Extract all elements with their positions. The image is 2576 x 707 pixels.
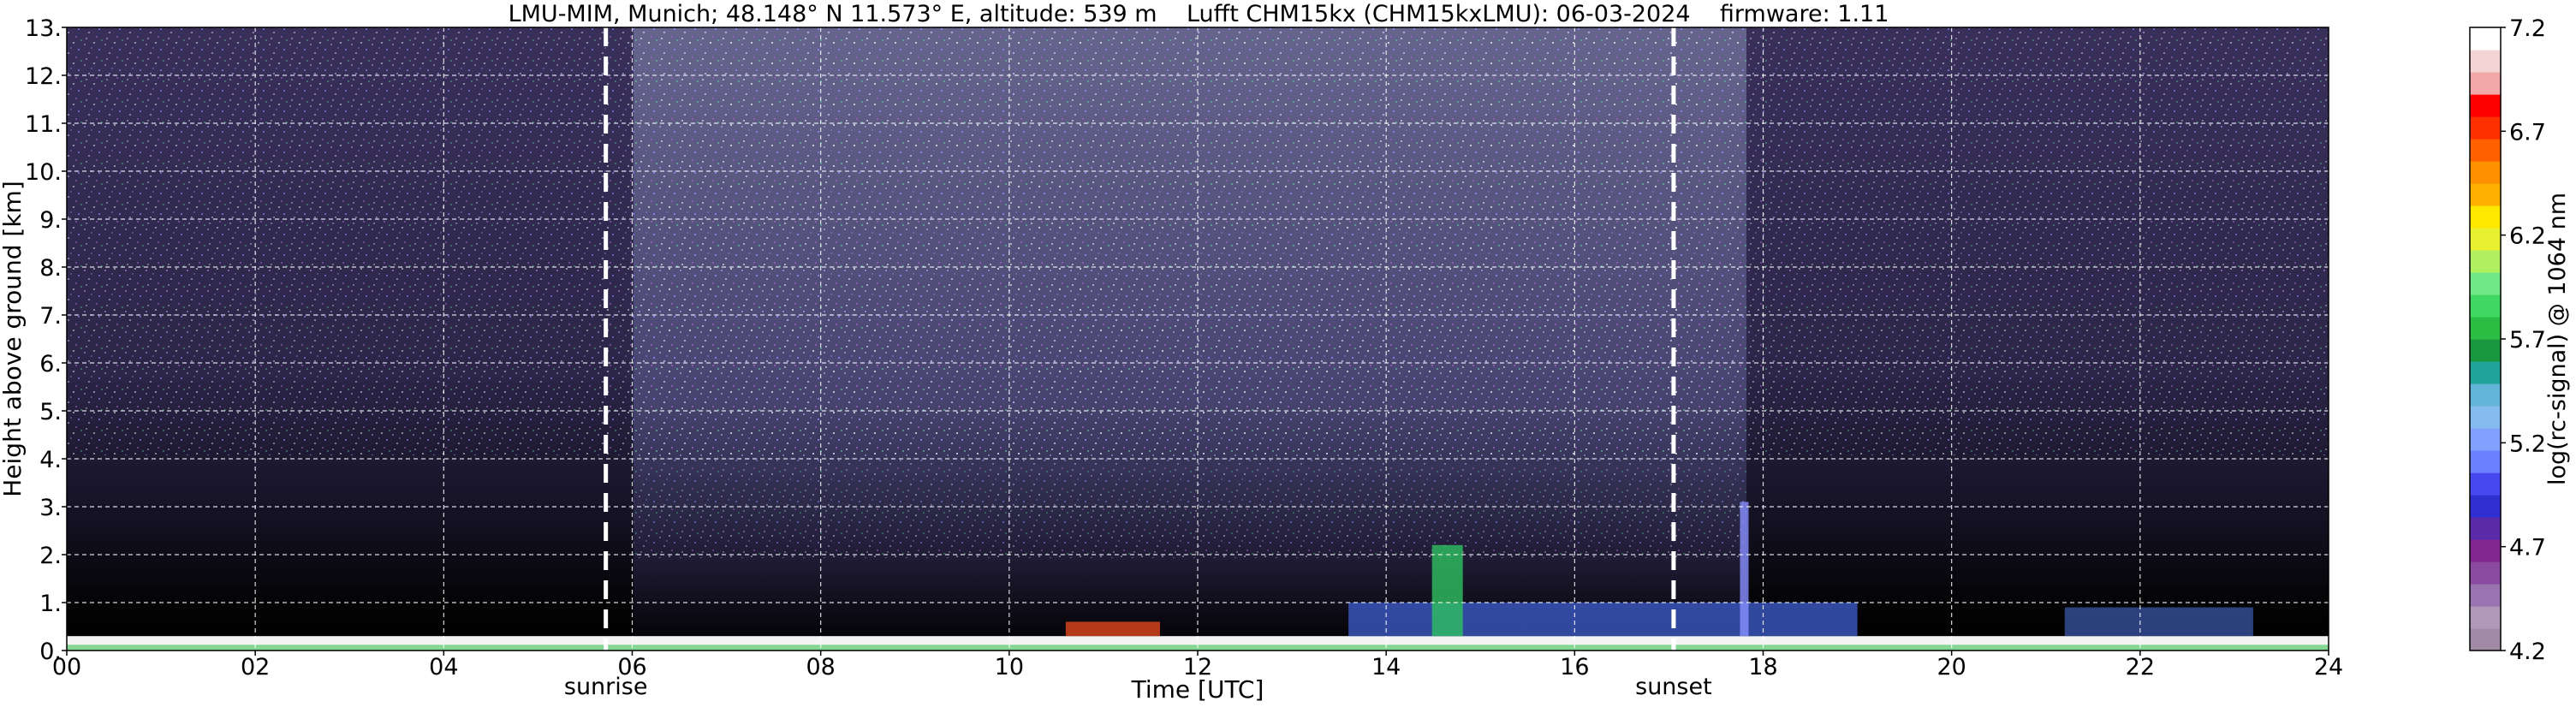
plot-grid xyxy=(67,27,2329,651)
y-tick-label: 9. xyxy=(39,207,62,234)
colorbar-segment xyxy=(2470,606,2501,629)
colorbar-segment xyxy=(2470,517,2501,540)
y-axis-ticks: 0. 1. 2. 3. 4. 5. 6. 7. 8. 9. 10. 11. 12. 13. xyxy=(25,15,67,665)
colorbar-segment xyxy=(2470,228,2501,251)
colorbar-segment xyxy=(2470,139,2501,162)
colorbar-tick-label: 5.7 xyxy=(2509,327,2546,354)
x-tick-label: 22 xyxy=(2126,654,2155,680)
morning-convection-patch xyxy=(1065,621,1160,637)
x-tick-label: 04 xyxy=(429,654,458,680)
chart-title: LMU-MIM, Munich; 48.148° N 11.573° E, al… xyxy=(509,1,1889,27)
y-tick-label: 11. xyxy=(25,111,62,138)
colorbar-segment xyxy=(2470,339,2501,362)
colorbar-tick-label: 4.2 xyxy=(2509,639,2546,665)
y-axis-label: Height above ground [km] xyxy=(0,181,27,497)
colorbar-segment xyxy=(2470,250,2501,273)
y-tick-label: 6. xyxy=(39,351,62,377)
evening-aerosol-layer xyxy=(2064,607,2253,637)
colorbar-segment xyxy=(2470,361,2501,384)
plume-column xyxy=(1431,544,1463,637)
x-tick-label: 10 xyxy=(995,654,1024,680)
colorbar-segment xyxy=(2470,50,2501,73)
sun-markers: sunrise sunset xyxy=(564,27,1712,700)
y-tick-label: 12. xyxy=(25,63,62,90)
y-tick-label: 7. xyxy=(39,303,62,330)
colorbar-label: log(rc-signal) @ 1064 nm xyxy=(2544,193,2571,485)
colorbar-segment xyxy=(2470,27,2501,50)
colorbar-segment xyxy=(2470,183,2501,206)
y-tick-label: 0. xyxy=(39,639,62,665)
y-tick-label: 13. xyxy=(25,15,62,42)
colorbar-segment xyxy=(2470,450,2501,473)
y-tick-label: 2. xyxy=(39,543,62,569)
x-tick-label: 12 xyxy=(1183,654,1212,680)
colorbar-segment xyxy=(2470,561,2501,585)
afternoon-aerosol-layer xyxy=(1348,603,1858,637)
colorbar-segment xyxy=(2470,72,2501,95)
x-tick-label: 00 xyxy=(52,654,81,680)
colorbar-segment xyxy=(2470,628,2501,651)
y-tick-label: 5. xyxy=(39,399,62,425)
colorbar-segment xyxy=(2470,317,2501,340)
y-tick-label: 10. xyxy=(25,159,62,186)
y-tick-label: 8. xyxy=(39,255,62,282)
colorbar-segment xyxy=(2470,495,2501,518)
x-tick-label: 14 xyxy=(1371,654,1401,680)
colorbar-segment xyxy=(2470,94,2501,117)
sun-marker-label: sunset xyxy=(1635,674,1712,700)
x-axis-ticks: 00 02 04 06 08 10 12 14 16 18 20 22 24 xyxy=(52,651,2343,680)
y-tick-label: 4. xyxy=(39,447,62,473)
x-tick-label: 20 xyxy=(1936,654,1966,680)
y-tick-label: 3. xyxy=(39,495,62,521)
x-tick-label: 08 xyxy=(806,654,835,680)
colorbar-segment xyxy=(2470,406,2501,429)
colorbar-tick-label: 6.7 xyxy=(2509,119,2546,146)
colorbar-segment xyxy=(2470,205,2501,229)
x-tick-label: 16 xyxy=(1560,654,1589,680)
colorbar-segment xyxy=(2470,383,2501,407)
x-tick-label: 02 xyxy=(241,654,270,680)
colorbar-segment xyxy=(2470,539,2501,562)
plume-column-2 xyxy=(1740,502,1749,637)
x-axis-label: Time [UTC] xyxy=(1131,675,1264,704)
colorbar-tick-label: 7.2 xyxy=(2509,15,2546,42)
colorbar-segment xyxy=(2470,161,2501,184)
colorbar-segment xyxy=(2470,584,2501,607)
x-tick-label: 06 xyxy=(617,654,646,680)
colorbar-tick-label: 4.7 xyxy=(2509,535,2546,561)
colorbar-tick-label: 5.2 xyxy=(2509,431,2546,457)
colorbar-segment xyxy=(2470,116,2501,140)
colorbar-tick-label: 6.2 xyxy=(2509,223,2546,250)
colorbar-ticks: 4.2 4.7 5.2 5.7 6.2 6.7 7.2 xyxy=(2501,15,2546,665)
colorbar-segment xyxy=(2470,428,2501,451)
x-tick-label: 24 xyxy=(2314,654,2343,680)
colorbar-segment xyxy=(2470,294,2501,318)
colorbar xyxy=(2469,27,2502,651)
sun-marker-label: sunrise xyxy=(564,674,648,700)
x-tick-label: 18 xyxy=(1748,654,1777,680)
colorbar-segment xyxy=(2470,272,2501,295)
colorbar-segment xyxy=(2470,472,2501,496)
y-tick-label: 1. xyxy=(39,591,62,617)
